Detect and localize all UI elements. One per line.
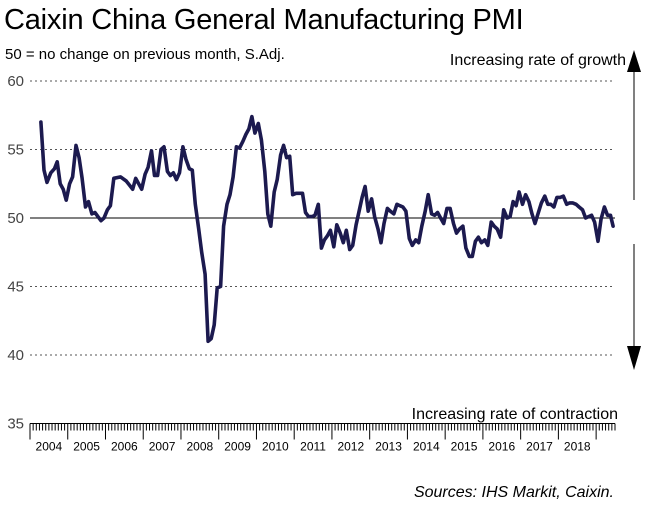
x-year-label: 2018 (564, 440, 591, 454)
y-tick-label: 60 (7, 73, 24, 90)
x-year-label: 2010 (262, 440, 289, 454)
x-year-label: 2016 (488, 440, 515, 454)
arrow-down-icon (627, 346, 641, 370)
y-tick-label: 55 (7, 142, 24, 159)
x-year-label: 2005 (73, 440, 100, 454)
x-axis: 2004 2005 2006 2007 2008 2009 2010 2011 2012 2013… (29, 423, 616, 454)
y-tick-label: 35 (7, 416, 24, 433)
x-year-label: 2014 (413, 440, 440, 454)
chart-subtitle: 50 = no change on previous month, S.Adj. (5, 46, 285, 63)
annotation-growth: Increasing rate of growth (450, 52, 626, 69)
x-year-label: 2009 (224, 440, 251, 454)
x-year-label: 2015 (451, 440, 478, 454)
chart-title: Caixin China General Manufacturing PMI (4, 4, 524, 36)
annotation-contraction: Increasing rate of contraction (412, 406, 618, 423)
x-year-label: 2013 (375, 440, 402, 454)
x-year-label: 2012 (337, 440, 364, 454)
x-year-label: 2017 (526, 440, 553, 454)
chart-source: Sources: IHS Markit, Caixin. (413, 484, 614, 501)
x-year-label: 2006 (111, 440, 138, 454)
y-tick-label: 45 (7, 279, 24, 296)
x-year-label: 2004 (36, 440, 63, 454)
x-year-label: 2011 (300, 440, 326, 454)
arrow-up-icon (627, 50, 641, 72)
y-tick-label: 50 (7, 210, 24, 227)
x-year-label: 2008 (186, 440, 213, 454)
x-year-label: 2007 (149, 440, 176, 454)
y-tick-labels: 60 55 50 45 40 35 (7, 73, 24, 433)
direction-arrows (627, 50, 641, 370)
y-tick-label: 40 (7, 347, 24, 364)
series-line (39, 114, 615, 344)
